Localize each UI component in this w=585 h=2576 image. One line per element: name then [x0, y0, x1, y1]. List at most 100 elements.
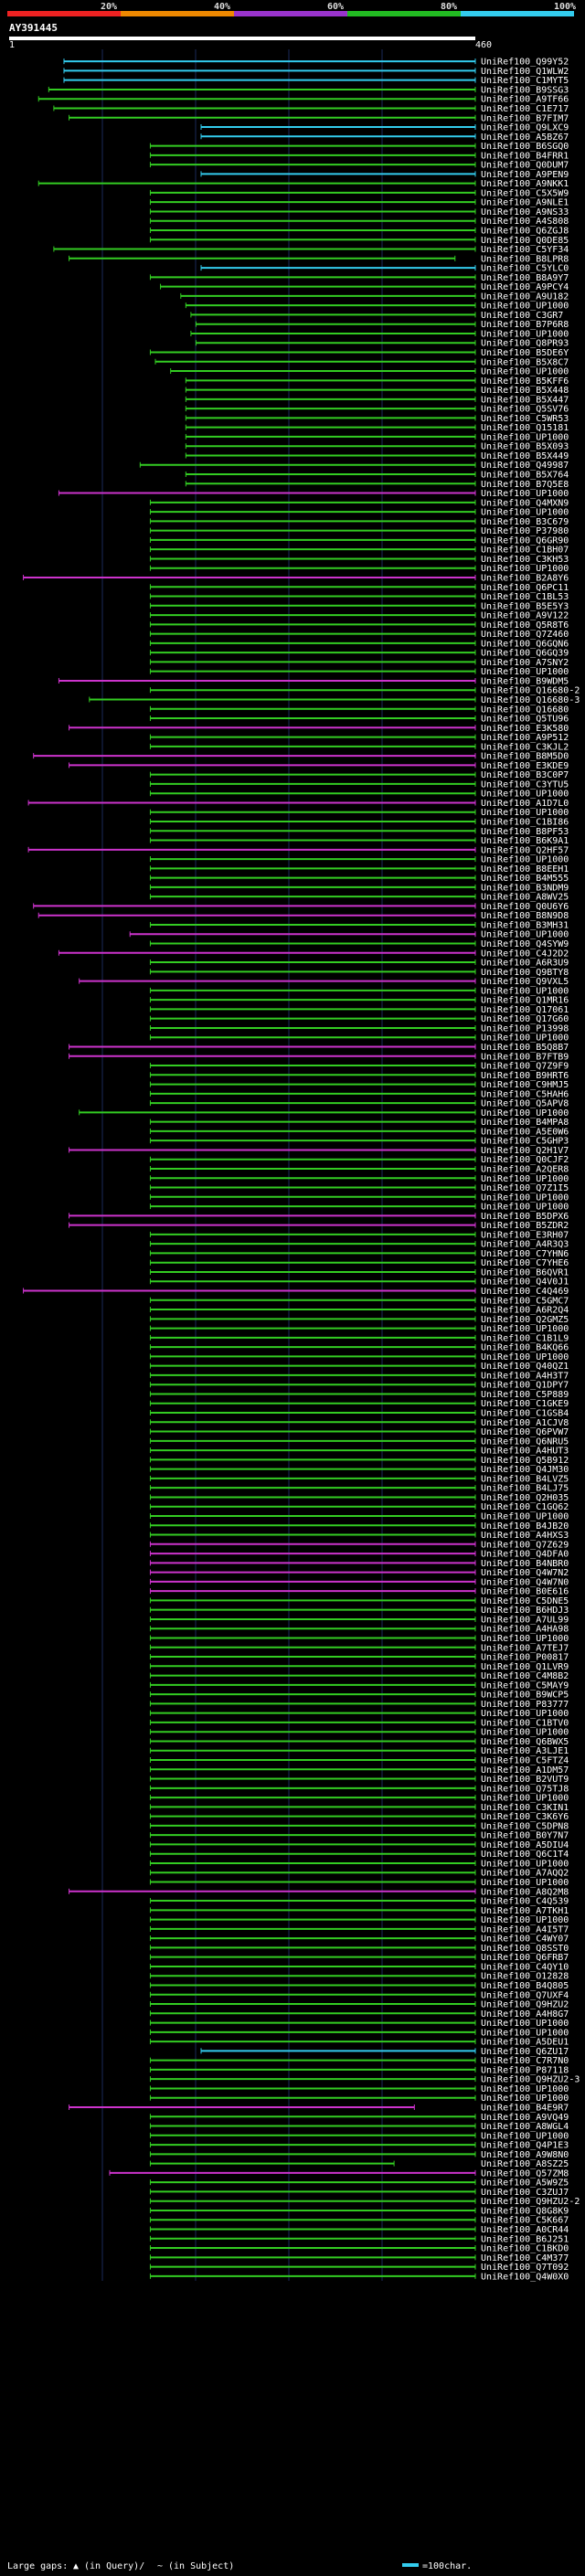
hit-label[interactable]: UniRef100_Q9BTY8: [481, 968, 569, 978]
hit-label[interactable]: UniRef100_A9V122: [481, 611, 569, 621]
hit-label[interactable]: UniRef100_C4J2D2: [481, 949, 569, 959]
hit-label[interactable]: UniRef100_E3K580: [481, 724, 569, 734]
hit-label[interactable]: UniRef100_C1MYT5: [481, 76, 569, 86]
hit-label[interactable]: UniRef100_Q4SYW9: [481, 939, 569, 949]
hit-label[interactable]: UniRef100_Q6PC11: [481, 583, 569, 593]
hit-label[interactable]: UniRef100_UP1000: [481, 790, 569, 800]
hit-label[interactable]: UniRef100_B4KQ66: [481, 1343, 569, 1353]
hit-label[interactable]: UniRef100_Q6FRB7: [481, 1953, 569, 1963]
hit-label[interactable]: UniRef100_C5GMC7: [481, 1296, 569, 1306]
hit-label[interactable]: UniRef100_C1BKD0: [481, 2244, 569, 2254]
hit-label[interactable]: UniRef100_B6SGQ0: [481, 142, 569, 152]
hit-label[interactable]: UniRef100_B8M5D0: [481, 752, 569, 762]
hit-label[interactable]: UniRef100_B5E5Y3: [481, 601, 569, 611]
hit-label[interactable]: UniRef100_A5DEU1: [481, 2038, 569, 2048]
hit-label[interactable]: UniRef100_Q7Z9F9: [481, 1062, 569, 1072]
hit-label[interactable]: UniRef100_C1E717: [481, 104, 569, 114]
hit-label[interactable]: UniRef100_C5GHP3: [481, 1137, 569, 1147]
hit-label[interactable]: UniRef100_C3KH53: [481, 555, 569, 565]
hit-label[interactable]: UniRef100_Q8SST0: [481, 1944, 569, 1954]
hit-label[interactable]: UniRef100_A4HA98: [481, 1625, 569, 1635]
hit-label[interactable]: UniRef100_C3GR7: [481, 311, 563, 321]
hit-label[interactable]: UniRef100_C5WR53: [481, 414, 569, 424]
hit-label[interactable]: UniRef100_Q75TJ8: [481, 1784, 569, 1794]
hit-label[interactable]: UniRef100_A5W9Z5: [481, 2178, 569, 2189]
hit-label[interactable]: UniRef100_UP1000: [481, 2131, 569, 2141]
hit-label[interactable]: UniRef100_C5FTZ4: [481, 1756, 569, 1766]
hit-label[interactable]: UniRef100_B4LJ75: [481, 1484, 569, 1494]
hit-label[interactable]: UniRef100_A2QER8: [481, 1164, 569, 1174]
hit-label[interactable]: UniRef100_UP1000: [481, 1859, 569, 1869]
hit-label[interactable]: UniRef100_Q9VXL5: [481, 977, 569, 987]
hit-label[interactable]: UniRef100_C5DNE5: [481, 1596, 569, 1606]
hit-label[interactable]: UniRef100_Q5SV76: [481, 405, 569, 415]
hit-label[interactable]: UniRef100_Q6C1T4: [481, 1850, 569, 1860]
hit-label[interactable]: UniRef100_B9WCP5: [481, 1691, 569, 1701]
hit-label[interactable]: UniRef100_UP1000: [481, 2028, 569, 2038]
hit-label[interactable]: UniRef100_B6J251: [481, 2234, 569, 2244]
hit-label[interactable]: UniRef100_A5DIU4: [481, 1840, 569, 1850]
hit-label[interactable]: UniRef100_UP1000: [481, 1034, 569, 1044]
hit-label[interactable]: UniRef100_Q16680-3: [481, 695, 580, 705]
hit-label[interactable]: UniRef100_B8PF53: [481, 827, 569, 837]
hit-label[interactable]: UniRef100_A9VQ49: [481, 2113, 569, 2123]
hit-label[interactable]: UniRef100_C3ZUJ7: [481, 2188, 569, 2198]
hit-label[interactable]: UniRef100_A4HUT3: [481, 1447, 569, 1457]
hit-label[interactable]: UniRef100_C1GSB4: [481, 1409, 569, 1419]
hit-label[interactable]: UniRef100_C1GQ62: [481, 1502, 569, 1512]
hit-label[interactable]: UniRef100_B6QVR1: [481, 1267, 569, 1277]
hit-label[interactable]: UniRef100_A4R3Q3: [481, 1240, 569, 1250]
hit-label[interactable]: UniRef100_B5DE6Y: [481, 348, 569, 358]
hit-label[interactable]: UniRef100_UP1000: [481, 329, 569, 339]
hit-label[interactable]: UniRef100_B4NBR0: [481, 1559, 569, 1569]
hit-label[interactable]: UniRef100_A9W8N0: [481, 2150, 569, 2160]
hit-label[interactable]: UniRef100_Q6ZGJ8: [481, 226, 569, 236]
hit-label[interactable]: UniRef100_B3NDM9: [481, 883, 569, 893]
hit-label[interactable]: UniRef100_Q6GQN6: [481, 639, 569, 649]
hit-label[interactable]: UniRef100_B5DPX6: [481, 1212, 569, 1222]
hit-label[interactable]: UniRef100_UP1000: [481, 1878, 569, 1888]
hit-label[interactable]: UniRef100_B6K9A1: [481, 836, 569, 846]
hit-label[interactable]: UniRef100_Q7Z1I5: [481, 1183, 569, 1193]
hit-label[interactable]: UniRef100_B8A9Y7: [481, 273, 569, 283]
hit-label[interactable]: UniRef100_Q4JM30: [481, 1465, 569, 1475]
hit-label[interactable]: UniRef100_B0E616: [481, 1587, 569, 1597]
hit-label[interactable]: UniRef100_Q5R8T6: [481, 620, 569, 631]
hit-label[interactable]: UniRef100_Q4W7N2: [481, 1568, 569, 1578]
hit-label[interactable]: UniRef100_C1GKE9: [481, 1399, 569, 1409]
hit-label[interactable]: UniRef100_B7FTB9: [481, 1052, 569, 1062]
hit-label[interactable]: UniRef100_B5X093: [481, 442, 569, 452]
hit-label[interactable]: UniRef100_C3K6Y6: [481, 1812, 569, 1822]
hit-label[interactable]: UniRef100_C7YHE6: [481, 1258, 569, 1268]
hit-label[interactable]: UniRef100_A1D7L0: [481, 799, 569, 809]
hit-label[interactable]: UniRef100_A9NLE1: [481, 198, 569, 208]
hit-label[interactable]: UniRef100_UP1000: [481, 489, 569, 499]
hit-label[interactable]: UniRef100_B3C679: [481, 517, 569, 527]
hit-label[interactable]: UniRef100_Q6ZU17: [481, 2047, 569, 2057]
hit-label[interactable]: UniRef100_A8Q2M8: [481, 1887, 569, 1897]
hit-label[interactable]: UniRef100_A4I5T7: [481, 1924, 569, 1935]
hit-label[interactable]: UniRef100_B9WDM5: [481, 676, 569, 686]
hit-label[interactable]: UniRef100_B5KFF6: [481, 376, 569, 387]
hit-label[interactable]: UniRef100_A3LJE1: [481, 1746, 569, 1756]
hit-label[interactable]: UniRef100_A9NKK1: [481, 179, 569, 189]
hit-label[interactable]: UniRef100_Q9HZU2: [481, 2000, 569, 2010]
hit-label[interactable]: UniRef100_UP1000: [481, 432, 569, 442]
hit-label[interactable]: UniRef100_B4LVZ5: [481, 1474, 569, 1484]
hit-label[interactable]: UniRef100_C7YHN6: [481, 1249, 569, 1259]
hit-label[interactable]: UniRef100_C3KIN1: [481, 1803, 569, 1813]
hit-label[interactable]: UniRef100_A8WGL4: [481, 2122, 569, 2132]
hit-label[interactable]: UniRef100_P13998: [481, 1023, 569, 1034]
hit-label[interactable]: UniRef100_C1BTV0: [481, 1718, 569, 1728]
hit-label[interactable]: UniRef100_Q4MXN9: [481, 498, 569, 508]
hit-label[interactable]: UniRef100_Q9HZU2-3: [481, 2075, 580, 2085]
hit-label[interactable]: UniRef100_Q16680: [481, 705, 569, 715]
hit-label[interactable]: UniRef100_B4FRR1: [481, 151, 569, 161]
hit-label[interactable]: UniRef100_C1BL53: [481, 592, 569, 602]
hit-label[interactable]: UniRef100_B6HDJ3: [481, 1606, 569, 1616]
hit-label[interactable]: UniRef100_Q0DE85: [481, 236, 569, 246]
hit-label[interactable]: UniRef100_B0Y7N7: [481, 1831, 569, 1841]
hit-label[interactable]: UniRef100_A1DM57: [481, 1765, 569, 1776]
hit-label[interactable]: UniRef100_C4Q469: [481, 1287, 569, 1297]
hit-label[interactable]: UniRef100_UP1000: [481, 1511, 569, 1521]
